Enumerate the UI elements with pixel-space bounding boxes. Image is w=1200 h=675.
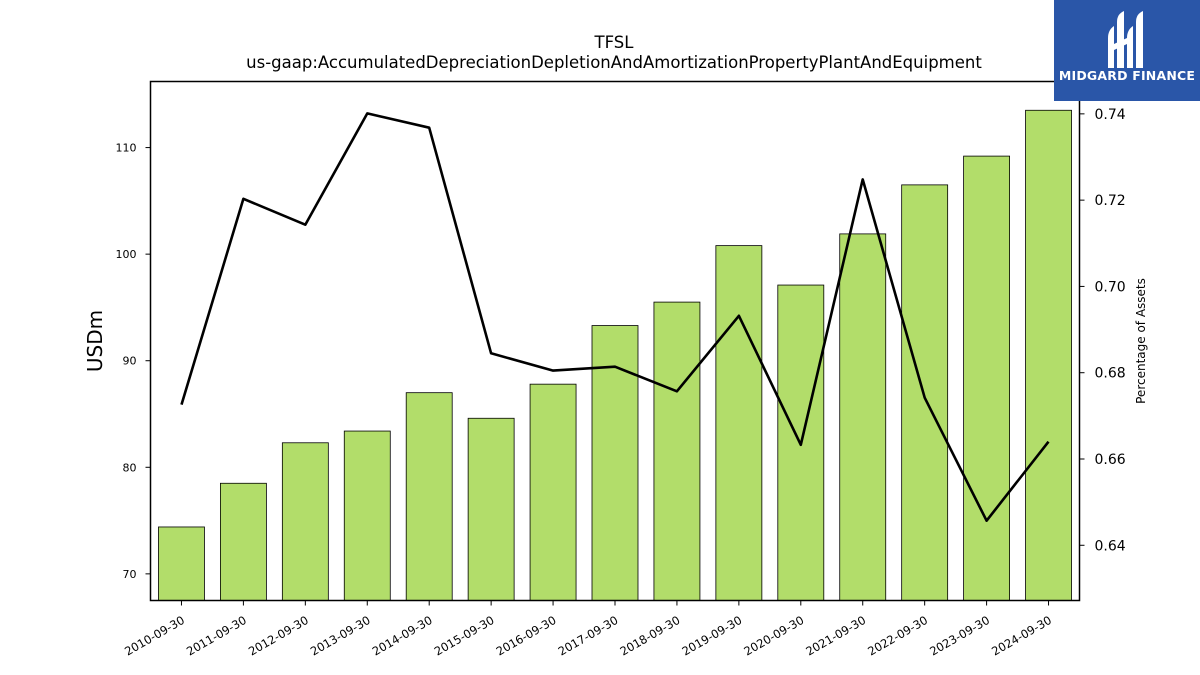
y-tick-label: 110 xyxy=(116,142,137,155)
bar xyxy=(281,442,329,601)
x-tick-label: 2024-09-30 xyxy=(989,613,1054,659)
x-tick-label: 2011-09-30 xyxy=(184,613,249,659)
y2-tick-label: 0.68 xyxy=(1095,366,1126,382)
series-line xyxy=(180,112,1050,523)
x-tick-label: 2015-09-30 xyxy=(432,613,497,659)
y-axis-left: 70 80 90 100 110 xyxy=(116,142,151,581)
bar xyxy=(158,526,205,601)
y-tick-label: 100 xyxy=(116,248,137,261)
y-tick-label: 80 xyxy=(123,461,137,474)
bar xyxy=(653,301,701,601)
x-tick-label: 2018-09-30 xyxy=(618,613,683,659)
bar xyxy=(405,392,453,601)
bar xyxy=(839,233,887,601)
bar xyxy=(591,325,639,601)
x-tick-label: 2014-09-30 xyxy=(370,613,435,659)
y2-tick-label: 0.66 xyxy=(1095,452,1126,468)
x-tick-label: 2016-09-30 xyxy=(494,613,559,659)
y-axis-label: USDm xyxy=(83,310,107,372)
y-axis-right: 0.64 0.66 0.68 0.70 0.72 0.74 xyxy=(1079,107,1126,554)
logo-text: MIDGARD FINANCE xyxy=(1058,68,1196,83)
y2-axis-label: Percentage of Assets xyxy=(1134,278,1148,404)
bar xyxy=(343,430,391,601)
chart-title: TFSL xyxy=(594,33,635,52)
x-axis: 2010-09-302011-09-302012-09-302013-09-30… xyxy=(122,600,1054,659)
x-tick-label: 2023-09-30 xyxy=(927,613,992,659)
y2-tick-label: 0.74 xyxy=(1095,107,1126,123)
bar xyxy=(901,184,949,601)
x-tick-label: 2012-09-30 xyxy=(246,613,311,659)
y2-tick-label: 0.72 xyxy=(1095,193,1126,209)
bar xyxy=(467,417,515,601)
brand-logo: MIDGARD FINANCE xyxy=(1054,0,1200,101)
bar xyxy=(529,383,577,601)
bar xyxy=(1025,109,1072,601)
y2-tick-label: 0.64 xyxy=(1095,538,1126,554)
x-tick-label: 2021-09-30 xyxy=(803,613,868,659)
chart-subtitle: us-gaap:AccumulatedDepreciationDepletion… xyxy=(246,53,982,72)
x-tick-label: 2019-09-30 xyxy=(679,613,744,659)
bar xyxy=(219,482,267,601)
logo-mark-icon xyxy=(1108,11,1143,68)
y2-tick-label: 0.70 xyxy=(1095,279,1126,295)
y-tick-label: 90 xyxy=(123,355,137,368)
bar-series xyxy=(158,109,1072,601)
x-tick-label: 2013-09-30 xyxy=(308,613,373,659)
line-series xyxy=(180,112,1050,523)
x-tick-label: 2020-09-30 xyxy=(741,613,806,659)
x-tick-label: 2022-09-30 xyxy=(865,613,930,659)
bar xyxy=(963,155,1010,601)
x-tick-label: 2010-09-30 xyxy=(122,613,187,659)
bar xyxy=(715,245,763,601)
x-tick-label: 2017-09-30 xyxy=(556,613,621,659)
y-tick-label: 70 xyxy=(123,568,137,581)
